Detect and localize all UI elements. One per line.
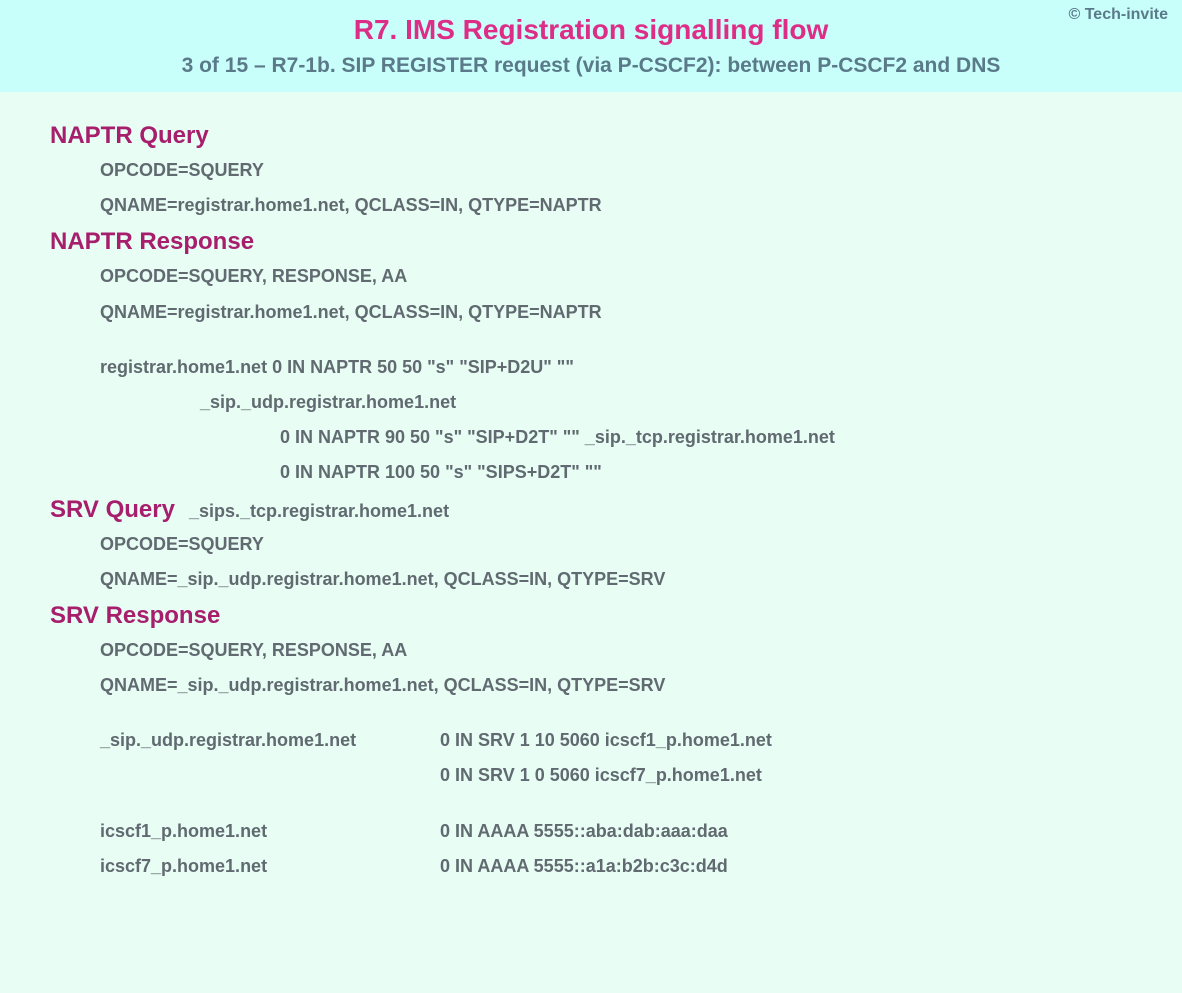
section-heading-srv-query: SRV Query _sips._tcp.registrar.home1.net <box>50 496 1132 524</box>
data-line: QNAME=registrar.home1.net, QCLASS=IN, QT… <box>100 300 1132 325</box>
data-line: OPCODE=SQUERY <box>100 158 1132 183</box>
page-title: R7. IMS Registration signalling flow <box>20 14 1162 46</box>
heading-text: SRV Query <box>50 496 175 524</box>
page-subtitle: 3 of 15 – R7-1b. SIP REGISTER request (v… <box>20 54 1162 78</box>
srv-right: 0 IN SRV 1 0 5060 icscf7_p.home1.net <box>440 763 1132 788</box>
aaaa-left: icscf7_p.home1.net <box>100 854 440 879</box>
aaaa-right: 0 IN AAAA 5555::aba:dab:aaa:daa <box>440 819 1132 844</box>
header: © Tech-invite R7. IMS Registration signa… <box>0 0 1182 92</box>
aaaa-left: icscf1_p.home1.net <box>100 819 440 844</box>
aaaa-record-row: icscf7_p.home1.net 0 IN AAAA 5555::a1a:b… <box>100 854 1132 879</box>
heading-inline-extra: _sips._tcp.registrar.home1.net <box>189 501 449 522</box>
section-heading-naptr-response: NAPTR Response <box>50 228 1132 256</box>
srv-left: _sip._udp.registrar.home1.net <box>100 728 440 753</box>
data-line: QNAME=_sip._udp.registrar.home1.net, QCL… <box>100 673 1132 698</box>
data-line: OPCODE=SQUERY, RESPONSE, AA <box>100 264 1132 289</box>
srv-left <box>100 763 440 788</box>
srv-record-row: _sip._udp.registrar.home1.net 0 IN SRV 1… <box>100 728 1132 753</box>
srv-record-row: 0 IN SRV 1 0 5060 icscf7_p.home1.net <box>100 763 1132 788</box>
aaaa-record-row: icscf1_p.home1.net 0 IN AAAA 5555::aba:d… <box>100 819 1132 844</box>
content-area: NAPTR Query OPCODE=SQUERY QNAME=registra… <box>0 92 1182 879</box>
copyright-label: © Tech-invite <box>1068 6 1168 24</box>
data-line: OPCODE=SQUERY, RESPONSE, AA <box>100 638 1132 663</box>
naptr-record: 0 IN NAPTR 90 50 "s" "SIP+D2T" "" _sip._… <box>280 425 1132 450</box>
naptr-record: 0 IN NAPTR 100 50 "s" "SIPS+D2T" "" <box>280 460 1132 485</box>
naptr-record: registrar.home1.net 0 IN NAPTR 50 50 "s"… <box>100 355 1132 380</box>
data-line: QNAME=_sip._udp.registrar.home1.net, QCL… <box>100 567 1132 592</box>
data-line: QNAME=registrar.home1.net, QCLASS=IN, QT… <box>100 193 1132 218</box>
srv-right: 0 IN SRV 1 10 5060 icscf1_p.home1.net <box>440 728 1132 753</box>
data-line: OPCODE=SQUERY <box>100 532 1132 557</box>
aaaa-right: 0 IN AAAA 5555::a1a:b2b:c3c:d4d <box>440 854 1132 879</box>
naptr-record: _sip._udp.registrar.home1.net <box>200 390 1132 415</box>
section-heading-srv-response: SRV Response <box>50 602 1132 630</box>
section-heading-naptr-query: NAPTR Query <box>50 122 1132 150</box>
